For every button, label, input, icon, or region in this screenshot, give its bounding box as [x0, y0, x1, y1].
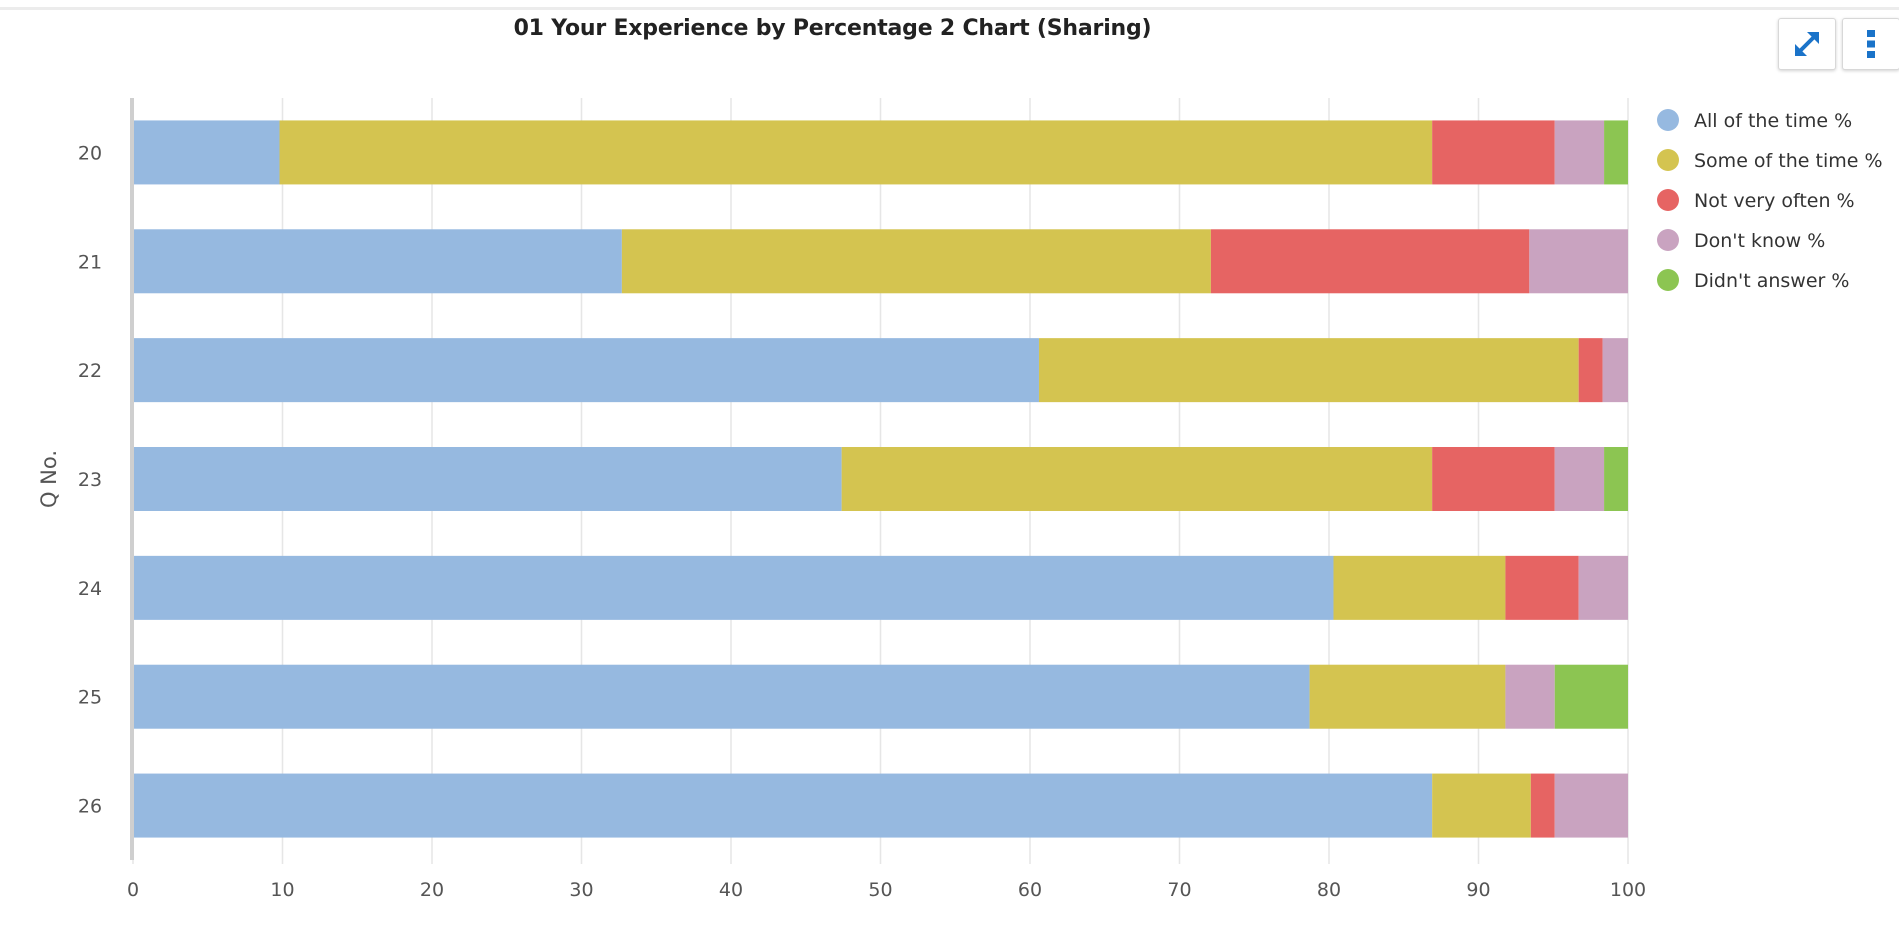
expand-button[interactable]: [1778, 18, 1836, 70]
legend-swatch: [1657, 109, 1679, 131]
legend-label: Some of the time %: [1694, 150, 1883, 172]
bar-segment[interactable]: [1554, 120, 1605, 185]
bar-segment[interactable]: [1529, 229, 1628, 294]
legend-swatch: [1657, 149, 1679, 171]
y-tick-label: 24: [78, 578, 102, 600]
x-tick-label: 30: [569, 879, 593, 901]
bar-segment[interactable]: [133, 120, 280, 185]
y-tick-label: 26: [78, 796, 102, 818]
bar-segment[interactable]: [1038, 338, 1579, 403]
bar-segment[interactable]: [1432, 773, 1531, 838]
vertical-dots-icon: [1867, 30, 1875, 58]
more-options-button[interactable]: [1842, 18, 1899, 70]
legend-swatch: [1657, 269, 1679, 291]
legend-item[interactable]: Didn't answer %: [1657, 269, 1849, 292]
bar-segment[interactable]: [1432, 447, 1555, 511]
bar-segment[interactable]: [1432, 120, 1555, 185]
legend-label: All of the time %: [1694, 110, 1852, 132]
bar-segment[interactable]: [1602, 338, 1628, 403]
x-tick-label: 20: [420, 879, 444, 901]
y-tick-label: 23: [78, 469, 102, 491]
y-axis-title: Q No.: [37, 450, 61, 508]
x-tick-label: 40: [719, 879, 743, 901]
bar-segment[interactable]: [133, 447, 842, 511]
bar-segment[interactable]: [1554, 447, 1605, 511]
bar-segment[interactable]: [133, 229, 622, 294]
bar-segment[interactable]: [133, 338, 1039, 403]
bar-segment[interactable]: [1505, 664, 1555, 729]
bar-segment[interactable]: [841, 447, 1433, 511]
bar-segment[interactable]: [1554, 773, 1628, 838]
chart-title: 01 Your Experience by Percentage 2 Chart…: [513, 16, 1152, 41]
bar-segment[interactable]: [1578, 338, 1603, 403]
x-tick-label: 50: [868, 879, 892, 901]
bar-segment[interactable]: [279, 120, 1433, 185]
top-divider: [0, 7, 1899, 10]
x-tick-labels: 0 10 20 30 40 50 60 70 80 90 100: [127, 879, 1646, 901]
legend-item[interactable]: Don't know %: [1657, 229, 1825, 252]
y-tick-labels: 20 21 22 23 24 25 26: [78, 142, 102, 817]
x-tick-label: 0: [127, 879, 139, 901]
x-tick-label: 70: [1167, 879, 1191, 901]
y-tick-label: 21: [78, 251, 102, 273]
bar-segment[interactable]: [1530, 773, 1555, 838]
x-tick-label: 90: [1466, 879, 1490, 901]
y-tick-label: 25: [78, 687, 102, 709]
bar-segment[interactable]: [621, 229, 1211, 294]
bar-segment[interactable]: [1210, 229, 1530, 294]
legend-item[interactable]: Some of the time %: [1657, 149, 1883, 172]
bar-segment[interactable]: [133, 664, 1310, 729]
legend-label: Not very often %: [1694, 190, 1855, 212]
legend-item[interactable]: All of the time %: [1657, 109, 1852, 132]
x-tick-label: 80: [1317, 879, 1341, 901]
bar-segment[interactable]: [1505, 555, 1579, 620]
bars: [133, 120, 1628, 838]
y-tick-label: 20: [78, 142, 102, 164]
legend-label: Don't know %: [1694, 230, 1825, 252]
legend-swatch: [1657, 189, 1679, 211]
x-tick-label: 60: [1018, 879, 1042, 901]
legend: All of the time % Some of the time % Not v…: [1657, 109, 1883, 292]
y-tick-label: 22: [78, 360, 102, 382]
legend-swatch: [1657, 229, 1679, 251]
bar-segment[interactable]: [1333, 555, 1506, 620]
bar-segment[interactable]: [133, 773, 1433, 838]
bar-segment[interactable]: [1309, 664, 1506, 729]
bar-segment[interactable]: [1604, 120, 1628, 185]
legend-label: Didn't answer %: [1694, 270, 1849, 292]
x-tick-label: 10: [270, 879, 294, 901]
bar-segment[interactable]: [133, 555, 1334, 620]
x-tick-label: 100: [1610, 879, 1646, 901]
bar-segment[interactable]: [1578, 555, 1628, 620]
bar-segment[interactable]: [1604, 447, 1628, 511]
legend-item[interactable]: Not very often %: [1657, 189, 1855, 212]
bar-segment[interactable]: [1554, 664, 1628, 729]
expand-arrows-icon: [1795, 32, 1819, 56]
